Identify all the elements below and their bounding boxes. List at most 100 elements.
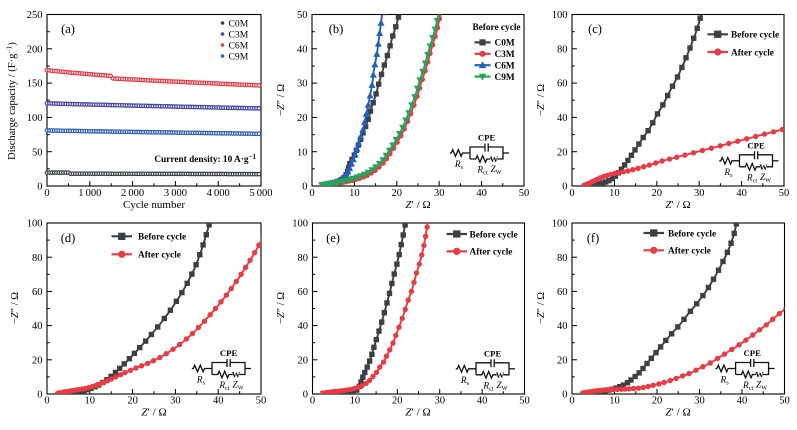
svg-text:40: 40 (737, 396, 748, 407)
svg-text:60: 60 (557, 287, 568, 298)
svg-text:0: 0 (562, 182, 567, 193)
svg-text:Z′ / Ω: Z′ / Ω (665, 407, 690, 419)
svg-text:20: 20 (652, 188, 663, 199)
svg-text:Z′ / Ω: Z′ / Ω (665, 199, 690, 211)
svg-text:20: 20 (297, 113, 308, 124)
svg-text:−Z″ / Ω: −Z″ / Ω (276, 292, 287, 324)
svg-text:10: 10 (297, 147, 308, 158)
svg-text:40: 40 (736, 188, 747, 199)
svg-text:30: 30 (434, 396, 445, 407)
svg-text:20: 20 (298, 355, 309, 366)
svg-text:−Z″ / Ω: −Z″ / Ω (276, 84, 287, 116)
svg-text:0: 0 (562, 390, 567, 401)
svg-text:Before cycle: Before cycle (731, 31, 779, 41)
svg-text:40: 40 (557, 321, 568, 332)
svg-text:50: 50 (779, 188, 790, 199)
svg-text:40: 40 (32, 321, 43, 332)
svg-text:C0M: C0M (229, 18, 249, 29)
svg-text:0: 0 (44, 396, 49, 407)
svg-text:3 000: 3 000 (164, 188, 187, 199)
svg-text:10: 10 (350, 396, 361, 407)
svg-text:30: 30 (434, 188, 445, 199)
svg-text:40: 40 (298, 321, 309, 332)
svg-text:Z′ / Ω: Z′ / Ω (405, 407, 430, 419)
svg-text:After cycle: After cycle (470, 248, 513, 258)
svg-text:30: 30 (170, 396, 181, 407)
svg-text:0: 0 (37, 182, 42, 193)
svg-text:50: 50 (32, 147, 43, 158)
svg-text:C6M: C6M (495, 62, 515, 72)
svg-text:(c): (c) (588, 22, 602, 36)
svg-text:20: 20 (392, 396, 403, 407)
svg-text:0: 0 (303, 390, 308, 401)
svg-text:1 000: 1 000 (78, 188, 101, 199)
svg-text:After cycle: After cycle (138, 251, 181, 261)
svg-text:20: 20 (32, 355, 43, 366)
svg-text:C9M: C9M (495, 73, 515, 83)
svg-text:(b): (b) (329, 22, 344, 36)
svg-text:C3M: C3M (495, 50, 515, 60)
svg-text:80: 80 (298, 253, 309, 264)
svg-text:10: 10 (609, 188, 620, 199)
svg-text:200: 200 (27, 44, 43, 55)
svg-text:20: 20 (392, 188, 403, 199)
svg-text:80: 80 (32, 253, 43, 264)
svg-text:60: 60 (32, 287, 43, 298)
svg-text:50: 50 (297, 10, 308, 21)
svg-text:C3M: C3M (229, 29, 249, 40)
svg-text:−Z″ / Ω: −Z″ / Ω (10, 292, 21, 324)
svg-text:40: 40 (557, 113, 568, 124)
svg-text:Current density: 10 A·g−1: Current density: 10 A·g−1 (154, 153, 256, 165)
svg-text:40: 40 (297, 44, 308, 55)
svg-text:(e): (e) (326, 231, 340, 245)
svg-text:50: 50 (779, 396, 790, 407)
svg-text:50: 50 (256, 396, 267, 407)
svg-text:100: 100 (27, 219, 43, 230)
svg-text:80: 80 (557, 253, 568, 264)
svg-text:After cycle: After cycle (668, 247, 711, 257)
svg-text:0: 0 (569, 188, 574, 199)
svg-text:2 000: 2 000 (121, 188, 144, 199)
svg-text:5 000: 5 000 (249, 188, 272, 199)
svg-text:40: 40 (477, 396, 488, 407)
svg-text:30: 30 (297, 79, 308, 90)
svg-text:Before cycle: Before cycle (470, 230, 518, 240)
svg-text:Z′ / Ω: Z′ / Ω (141, 407, 166, 419)
svg-text:60: 60 (557, 79, 568, 90)
svg-text:0: 0 (44, 188, 49, 199)
svg-text:−Z″ / Ω: −Z″ / Ω (536, 292, 547, 324)
svg-text:100: 100 (552, 219, 568, 230)
svg-text:Cycle number: Cycle number (123, 199, 185, 211)
svg-text:Z′ / Ω: Z′ / Ω (405, 199, 430, 211)
svg-text:10: 10 (349, 188, 360, 199)
svg-text:40: 40 (213, 396, 224, 407)
svg-text:Before cycle: Before cycle (668, 229, 716, 239)
svg-text:(d): (d) (61, 231, 76, 245)
svg-text:100: 100 (552, 10, 568, 21)
svg-text:0: 0 (302, 182, 307, 193)
svg-text:30: 30 (694, 396, 705, 407)
svg-text:Before cycle: Before cycle (138, 233, 186, 243)
svg-text:C6M: C6M (229, 40, 249, 51)
svg-text:10: 10 (85, 396, 96, 407)
svg-text:20: 20 (557, 147, 568, 158)
svg-text:−Z″ / Ω: −Z″ / Ω (536, 84, 547, 116)
svg-text:0: 0 (310, 396, 315, 407)
svg-text:10: 10 (609, 396, 620, 407)
svg-text:80: 80 (557, 44, 568, 55)
svg-text:250: 250 (27, 10, 43, 21)
svg-text:0: 0 (37, 390, 42, 401)
svg-text:C0M: C0M (495, 39, 515, 49)
svg-text:20: 20 (557, 355, 568, 366)
svg-text:30: 30 (694, 188, 705, 199)
svg-text:4 000: 4 000 (207, 188, 230, 199)
svg-text:20: 20 (652, 396, 663, 407)
svg-text:0: 0 (569, 396, 574, 407)
svg-text:150: 150 (27, 79, 43, 90)
svg-text:After cycle: After cycle (731, 48, 774, 58)
svg-text:50: 50 (519, 188, 530, 199)
svg-text:C9M: C9M (229, 51, 249, 62)
svg-text:0: 0 (309, 188, 314, 199)
svg-text:60: 60 (298, 287, 309, 298)
svg-text:(a): (a) (61, 22, 75, 36)
